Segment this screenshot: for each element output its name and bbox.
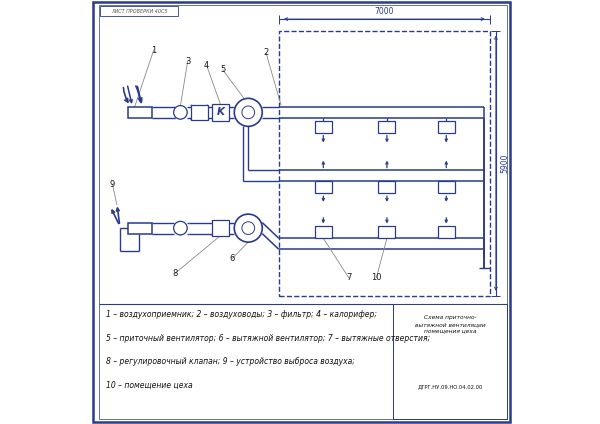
Bar (212, 220, 229, 236)
Text: 6: 6 (229, 254, 235, 263)
Circle shape (234, 98, 262, 126)
Text: 5900: 5900 (500, 153, 509, 173)
Bar (379, 226, 395, 238)
Text: 7: 7 (346, 273, 352, 282)
Text: 1: 1 (151, 45, 157, 55)
Text: 8: 8 (172, 269, 178, 278)
Text: Схема приточно-
вытяжной вентиляции
помещения цеха: Схема приточно- вытяжной вентиляции поме… (415, 315, 485, 333)
Text: 9: 9 (110, 180, 115, 189)
Bar (128, 107, 152, 118)
Text: 10: 10 (371, 273, 382, 282)
Text: 5: 5 (220, 65, 226, 75)
Bar (379, 181, 395, 193)
Text: 5 – приточный вентилятор; 6 – вытяжной вентилятор; 7 – вытяжные отверстия;: 5 – приточный вентилятор; 6 – вытяжной в… (106, 334, 430, 343)
Bar (279, 31, 490, 296)
Bar (438, 121, 455, 133)
Text: ДТРГ.НУ.09.НО.04.02.00: ДТРГ.НУ.09.НО.04.02.00 (418, 384, 483, 389)
Bar (315, 121, 332, 133)
Bar (438, 226, 455, 238)
Text: 2: 2 (263, 48, 269, 58)
Circle shape (173, 106, 187, 119)
Circle shape (234, 214, 262, 242)
Text: 7000: 7000 (374, 7, 394, 16)
Bar (315, 226, 332, 238)
Text: ЛИСТ ПРОВЕРКИ 40С5: ЛИСТ ПРОВЕРКИ 40С5 (111, 9, 167, 14)
Bar (379, 121, 395, 133)
Text: 1 – воздухоприемник; 2 – воздуховоды; 3 – фильтр; 4 – калорифер;: 1 – воздухоприемник; 2 – воздуховоды; 3 … (106, 310, 377, 319)
Bar (438, 181, 455, 193)
Bar (393, 304, 507, 419)
Bar (212, 104, 229, 121)
Text: 8 – регулировочный клапан; 9 – устройство выброса воздуха;: 8 – регулировочный клапан; 9 – устройств… (106, 357, 355, 366)
Bar (128, 223, 152, 234)
Text: 3: 3 (185, 57, 190, 66)
Bar (191, 105, 208, 120)
Text: 10 – помещение цеха: 10 – помещение цеха (106, 380, 193, 389)
Text: K: K (216, 107, 224, 117)
Text: 4: 4 (204, 61, 209, 70)
Bar (100, 6, 178, 16)
Circle shape (242, 106, 254, 119)
Circle shape (173, 221, 187, 235)
Circle shape (242, 222, 254, 234)
Bar (315, 181, 332, 193)
